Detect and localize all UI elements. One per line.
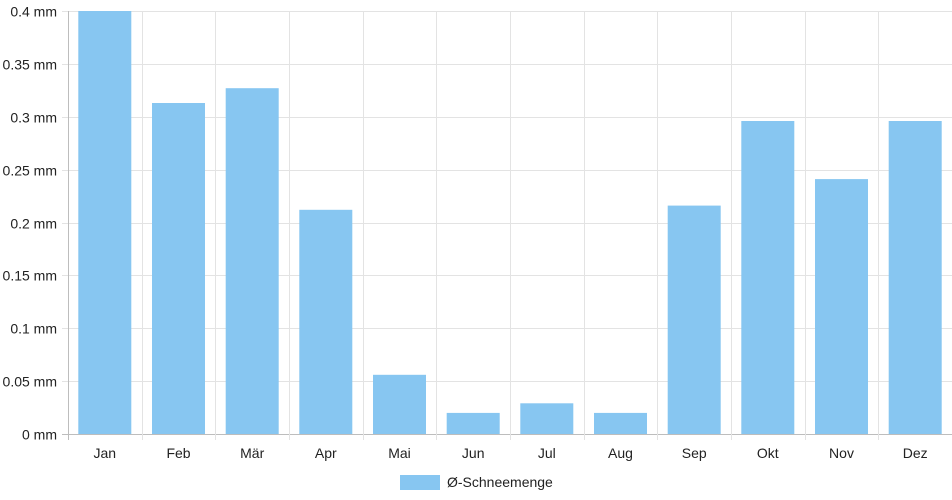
bar-jun[interactable] xyxy=(446,412,500,434)
bar-layer xyxy=(78,11,942,434)
bar-sep[interactable] xyxy=(667,205,721,434)
legend-swatch[interactable] xyxy=(400,475,440,490)
bar-apr[interactable] xyxy=(299,209,353,434)
y-axis: 0 mm 0.05 mm 0.1 mm 0.15 mm 0.2 mm 0.25 mm 0.3… xyxy=(3,4,57,443)
y-tick-label: 0.2 mm xyxy=(10,216,57,232)
legend[interactable]: Ø-Schneemenge xyxy=(400,474,553,490)
x-tick-label: Nov xyxy=(829,445,854,461)
x-tick-label: Jul xyxy=(538,445,556,461)
y-tick-label: 0.4 mm xyxy=(10,4,57,20)
x-tick-label: Mär xyxy=(240,445,264,461)
x-tick-label: Mai xyxy=(388,445,411,461)
bar-aug[interactable] xyxy=(594,412,647,434)
x-tick-label: Aug xyxy=(608,445,633,461)
y-tick-label: 0.1 mm xyxy=(10,321,57,337)
x-tick-label: Apr xyxy=(315,445,337,461)
y-tick-label: 0.05 mm xyxy=(3,374,57,390)
x-tick-label: Feb xyxy=(166,445,190,461)
x-axis: Jan Feb Mär Apr Mai Jun Jul Aug Sep Okt Nov Dez xyxy=(94,445,928,461)
bar-mai[interactable] xyxy=(373,374,426,434)
bar-nov[interactable] xyxy=(815,179,868,434)
x-tick-label: Jun xyxy=(462,445,485,461)
grid-layer xyxy=(62,11,952,440)
legend-label[interactable]: Ø-Schneemenge xyxy=(447,474,553,490)
x-tick-label: Okt xyxy=(757,445,779,461)
y-tick-label: 0 mm xyxy=(22,427,57,443)
x-tick-label: Sep xyxy=(682,445,707,461)
bar-jul[interactable] xyxy=(520,403,574,434)
y-tick-label: 0.35 mm xyxy=(3,57,57,73)
y-tick-label: 0.25 mm xyxy=(3,163,57,179)
x-tick-label: Dez xyxy=(903,445,928,461)
bar-dez[interactable] xyxy=(888,121,942,434)
y-tick-label: 0.15 mm xyxy=(3,268,57,284)
bar-okt[interactable] xyxy=(741,121,795,434)
bar-mär[interactable] xyxy=(225,88,279,434)
bar-feb[interactable] xyxy=(152,103,205,434)
y-tick-label: 0.3 mm xyxy=(10,110,57,126)
bar-jan[interactable] xyxy=(78,11,132,434)
x-tick-label: Jan xyxy=(94,445,117,461)
